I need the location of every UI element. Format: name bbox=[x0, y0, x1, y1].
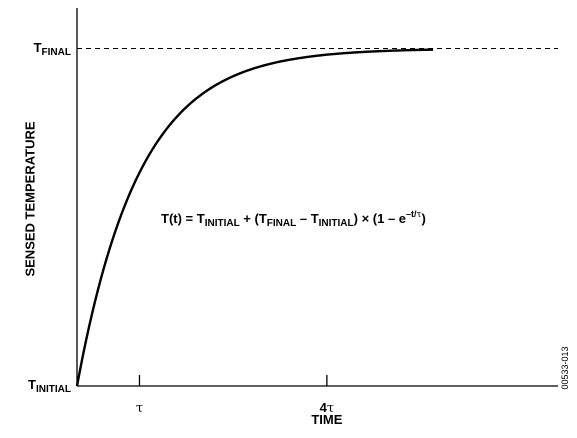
formula-part-6: ) × (1 – e bbox=[353, 211, 407, 226]
x-tick-label-0: τ bbox=[135, 401, 144, 416]
formula-annotation: T(t) = TINITIAL + (TFINAL – TINITIAL) × … bbox=[161, 209, 426, 229]
formula-part-8: ) bbox=[421, 211, 426, 226]
axes bbox=[76, 8, 558, 387]
x-tick-label-1: 4τ bbox=[319, 400, 335, 416]
figure-id: 00533-013 bbox=[560, 346, 570, 390]
plot-area bbox=[75, 48, 434, 387]
formula-part-0: T(t) = T bbox=[161, 211, 205, 226]
formula-part-4: – T bbox=[296, 211, 319, 226]
formula-part-5: INITIAL bbox=[318, 218, 354, 229]
formula-part-1: INITIAL bbox=[204, 218, 240, 229]
y-axis-label: SENSED TEMPERATURE bbox=[22, 121, 38, 277]
y-tick-label-initial: TINITIAL bbox=[28, 377, 71, 395]
formula-part-3: FINAL bbox=[266, 218, 297, 229]
x-axis-label: TIME bbox=[311, 412, 343, 427]
y-tick-label-final: TFINAL bbox=[33, 39, 71, 58]
formula-part-2: + (T bbox=[239, 211, 267, 226]
formula-part-7: –t/τ bbox=[406, 209, 422, 220]
temperature-curve-0 bbox=[75, 48, 434, 387]
